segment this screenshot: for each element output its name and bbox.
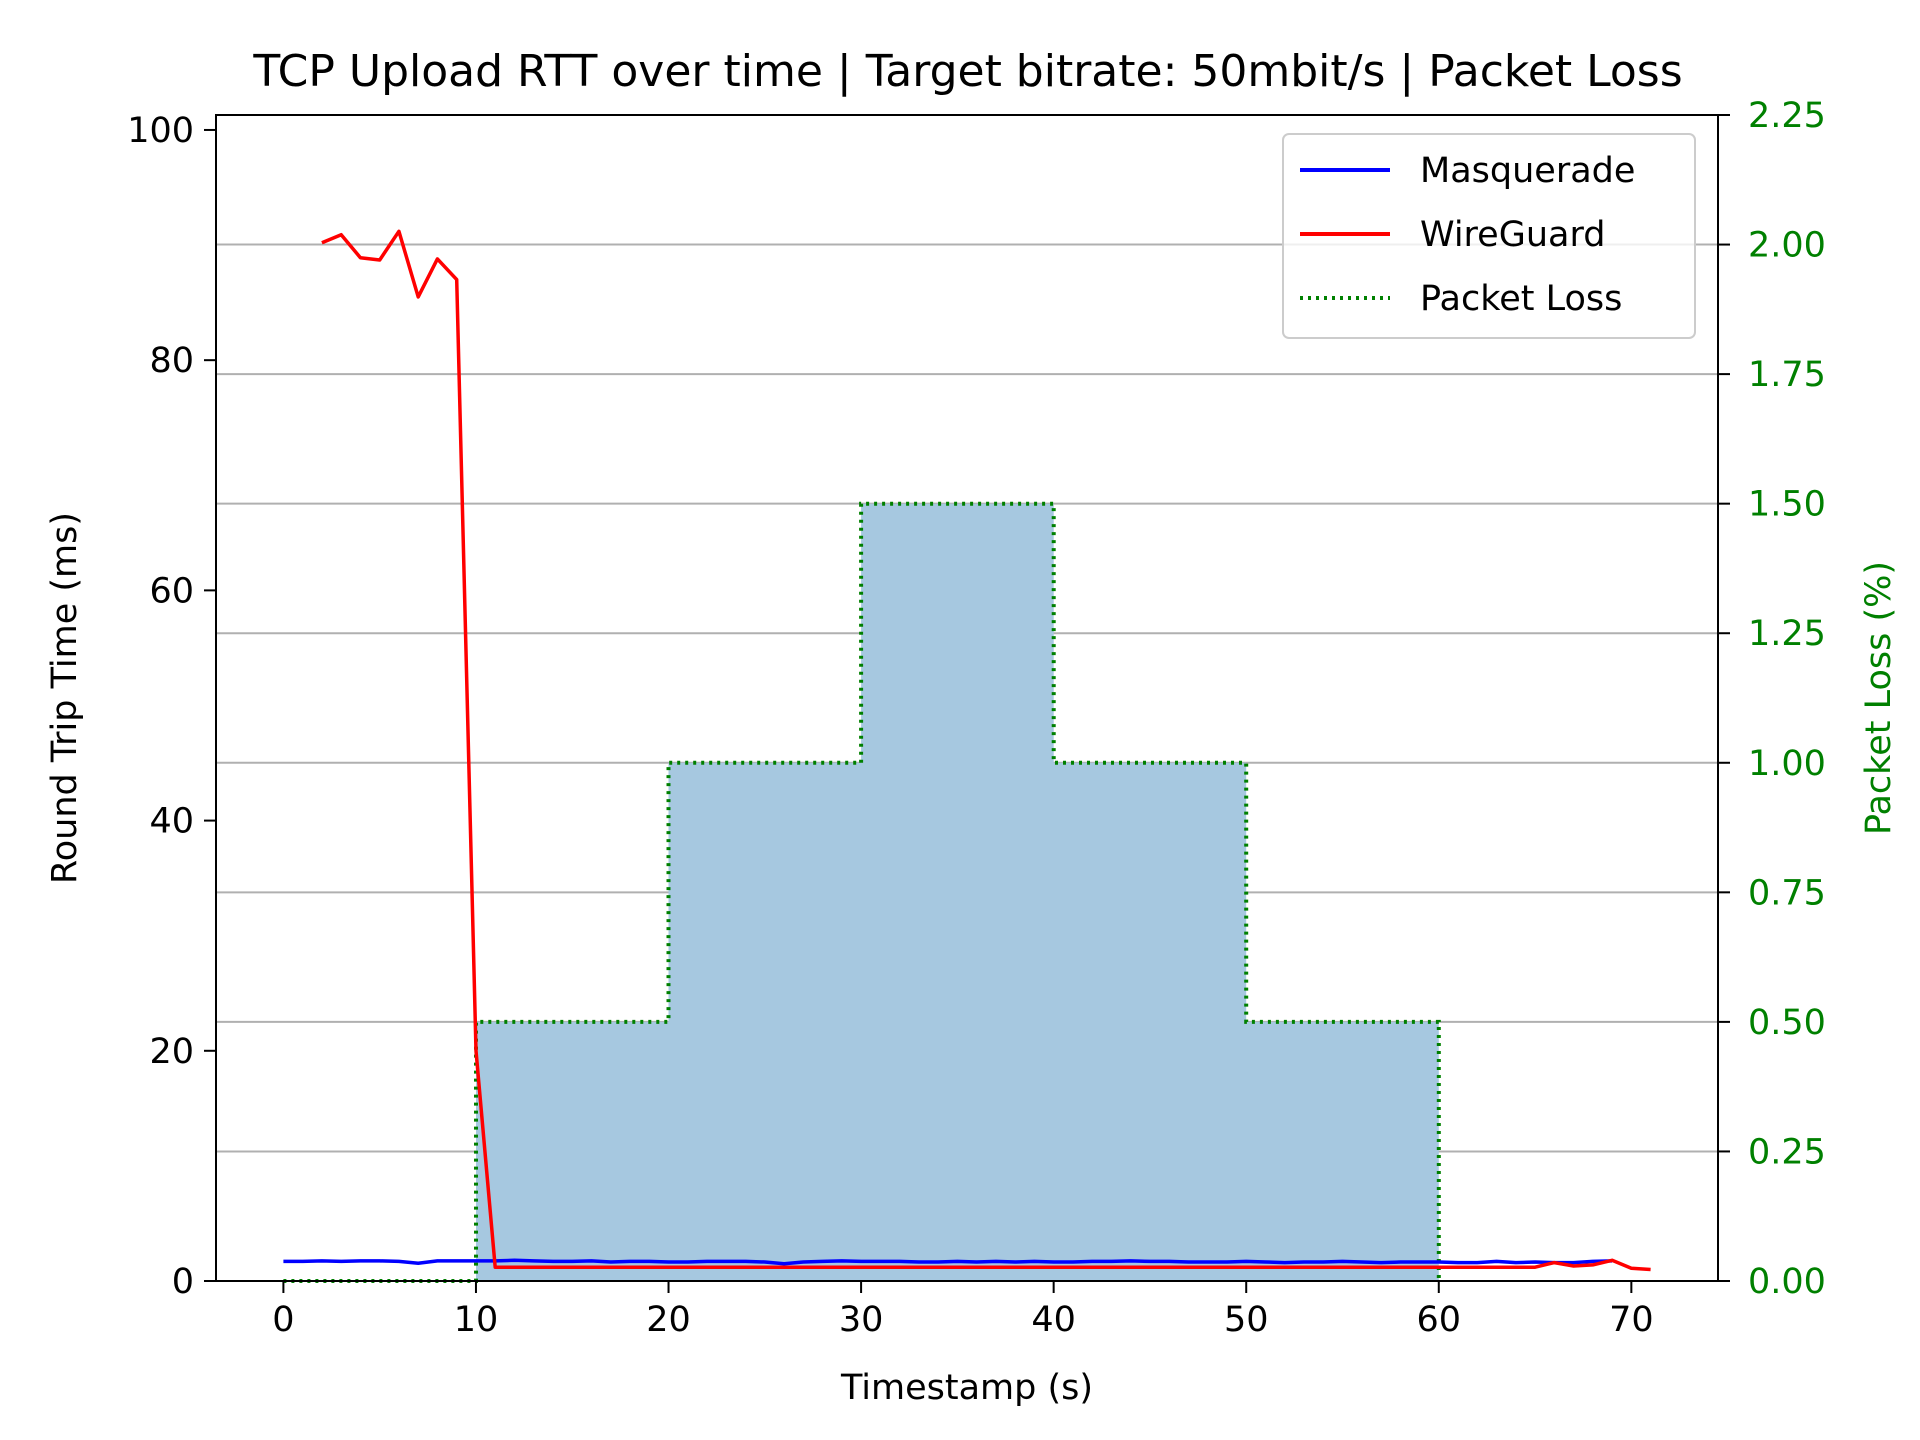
y-tick-label: 40 <box>149 802 194 842</box>
x-axis-label: Timestamp (s) <box>840 1368 1093 1408</box>
legend-label-packet-loss: Packet Loss <box>1420 279 1622 319</box>
wireguard-line <box>321 229 1651 1272</box>
packet-loss-fill <box>283 503 1439 1281</box>
y-tick-label: 100 <box>127 111 194 151</box>
chart-title: TCP Upload RTT over time | Target bitrat… <box>252 46 1682 97</box>
plot-frame <box>215 114 1719 1282</box>
masquerade-line <box>283 1258 1613 1266</box>
legend-label-wireguard: WireGuard <box>1420 215 1605 255</box>
y-axis-ticks: 0 20 40 60 80 100 <box>127 111 216 1302</box>
y2-axis-ticks: 0.00 0.25 0.50 0.75 1.00 1.25 1.50 1.75 2.00 2.25 <box>1718 96 1826 1302</box>
x-tick-label: 40 <box>1031 1300 1076 1340</box>
y2-tick-label: 0.00 <box>1748 1262 1826 1302</box>
y2-tick-label: 0.25 <box>1748 1132 1826 1172</box>
y2-tick-label: 0.50 <box>1748 1003 1826 1043</box>
packet-loss-line <box>283 501 1441 1283</box>
y-tick-label: 0 <box>172 1262 194 1302</box>
x-tick-label: 20 <box>646 1300 691 1340</box>
y-tick-label: 60 <box>149 571 194 611</box>
legend: Masquerade WireGuard Packet Loss <box>1282 133 1696 339</box>
x-tick-label: 50 <box>1224 1300 1269 1340</box>
y2-axis-label: Packet Loss (%) <box>1859 561 1899 835</box>
y2-tick-label: 1.75 <box>1748 355 1826 395</box>
y2-tick-label: 0.75 <box>1748 873 1826 913</box>
x-tick-label: 60 <box>1417 1300 1462 1340</box>
y-tick-label: 80 <box>149 341 194 381</box>
x-tick-label: 30 <box>839 1300 884 1340</box>
x-tick-label: 0 <box>272 1300 294 1340</box>
x-tick-label: 70 <box>1609 1300 1654 1340</box>
y2-tick-label: 1.00 <box>1748 744 1826 784</box>
y2-tick-label: 2.25 <box>1748 96 1826 136</box>
x-tick-label: 10 <box>454 1300 499 1340</box>
y2-tick-label: 2.00 <box>1748 226 1826 266</box>
y-axis-label: Round Trip Time (ms) <box>45 512 85 884</box>
x-axis-ticks: 0 10 20 30 40 50 60 70 <box>272 1281 1654 1340</box>
y2-tick-label: 1.50 <box>1748 485 1826 525</box>
legend-label-masquerade: Masquerade <box>1420 151 1635 191</box>
legend-box <box>1282 133 1696 339</box>
y2-tick-label: 1.25 <box>1748 614 1826 654</box>
y-tick-label: 20 <box>149 1032 194 1072</box>
